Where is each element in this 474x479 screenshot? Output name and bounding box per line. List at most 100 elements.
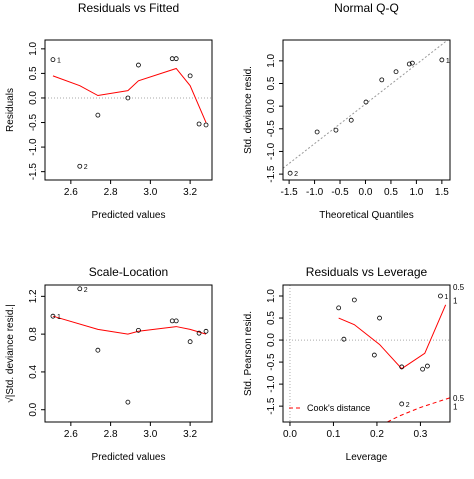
point (173, 56, 179, 62)
point (125, 95, 131, 101)
point (333, 127, 339, 133)
y-tick-label: -1.0 (266, 375, 277, 393)
panel: Residuals vs Fitted Predicted values Resid… (5, 1, 213, 221)
x-axis-label: Theoretical Quantiles (319, 210, 414, 221)
point (377, 315, 382, 321)
point (95, 347, 101, 353)
y-tick-label: 0.8 (28, 327, 39, 341)
point (341, 336, 347, 342)
x-tick-label: -1.0 (306, 187, 324, 198)
point (406, 61, 412, 67)
y-tick-label: -1.5 (266, 165, 277, 183)
point (136, 327, 141, 333)
point (399, 364, 405, 370)
cook-curve (420, 245, 450, 259)
y-tick-label: 0.5 (28, 66, 39, 80)
y-tick-label: 0.5 (266, 76, 277, 90)
y-tick-label: -1.5 (266, 397, 277, 415)
x-tick-label: 3.2 (183, 429, 197, 440)
chart-title: Residuals vs Fitted (78, 1, 179, 15)
y-tick-label: 0.0 (266, 333, 277, 347)
x-tick-label: 0.1 (326, 429, 340, 440)
point (50, 313, 56, 319)
y-tick-label: 1.2 (28, 289, 39, 303)
point-label: 1 (57, 314, 61, 321)
point (203, 328, 209, 334)
x-tick-label: 0.0 (359, 187, 373, 198)
plot-frame (44, 284, 213, 423)
point (314, 129, 320, 135)
point (187, 339, 193, 345)
smooth-line (52, 315, 207, 335)
plot-area (45, 56, 212, 169)
smooth-line (338, 304, 447, 370)
x-axis-label: Predicted values (92, 210, 166, 221)
y-tick-label: 1.0 (28, 41, 39, 55)
x-axis-label: Predicted values (92, 452, 166, 463)
y-tick-label: 0.5 (266, 311, 277, 325)
chart-title: Residuals vs Leverage (306, 265, 428, 279)
x-tick-label: 1.0 (409, 187, 423, 198)
point (363, 99, 369, 105)
point (203, 122, 209, 128)
x-tick-label: 2.6 (64, 187, 78, 198)
point (439, 57, 445, 63)
point (95, 112, 101, 118)
x-tick-label: 2.8 (104, 429, 118, 440)
x-tick-label: 0.3 (413, 429, 427, 440)
plot-area (283, 40, 449, 176)
cook-label: 1 (453, 296, 458, 305)
y-tick-label: 0.4 (28, 365, 39, 379)
y-tick-label: 0.0 (266, 99, 277, 113)
point (50, 57, 56, 63)
x-tick-label: 2.8 (104, 187, 118, 198)
x-tick-label: -1.5 (280, 187, 298, 198)
point (420, 366, 426, 372)
x-tick-label: 1.5 (435, 187, 449, 198)
y-axis-label: Std. deviance resid. (243, 66, 254, 154)
point (77, 286, 83, 292)
y-axis-label: Residuals (5, 88, 16, 132)
x-tick-label: 0.5 (384, 187, 398, 198)
point (187, 73, 193, 79)
x-tick-label: 3.2 (183, 187, 197, 198)
y-tick-label: -0.5 (28, 113, 39, 131)
cook-label: 1 (453, 403, 458, 412)
point (438, 293, 443, 299)
point-label: 2 (294, 171, 298, 178)
x-tick-label: 3.0 (143, 429, 157, 440)
point (173, 318, 179, 324)
point-label: 1 (444, 294, 448, 301)
point (169, 56, 175, 62)
x-tick-label: 2.6 (64, 429, 78, 440)
point-label: 2 (406, 402, 410, 409)
x-tick-label: -0.5 (331, 187, 349, 198)
reference-line (283, 40, 449, 169)
panel: Scale-Location Predicted values √|Std. dev… (4, 265, 213, 463)
point (125, 399, 131, 405)
panel: Residuals vs Leverage Leverage Std. Pearso… (243, 245, 465, 463)
cook-label: 0.5 (453, 283, 465, 292)
y-tick-label: -0.5 (266, 120, 277, 138)
y-axis-label: √|Std. deviance resid.| (4, 304, 16, 403)
y-tick-label: -1.0 (28, 138, 39, 156)
point (424, 363, 430, 369)
legend-label: Cook's distance (307, 403, 370, 413)
y-axis-label: Std. Pearson resid. (243, 311, 254, 396)
point (409, 60, 415, 66)
y-tick-label: -1.5 (28, 163, 39, 181)
point-label: 1 (446, 58, 450, 65)
plot-frame (44, 39, 213, 181)
chart-title: Scale-Location (89, 265, 168, 279)
point (348, 117, 354, 123)
point (371, 352, 377, 358)
y-tick-label: 0.0 (28, 91, 39, 105)
y-tick-label: 1.0 (266, 53, 277, 67)
x-tick-label: 0.2 (370, 429, 384, 440)
point (136, 62, 141, 68)
chart-title: Normal Q-Q (334, 1, 399, 15)
y-tick-label: -0.5 (266, 353, 277, 371)
point (287, 170, 293, 176)
smooth-line (52, 67, 207, 123)
cook-label: 0.5 (453, 394, 465, 403)
